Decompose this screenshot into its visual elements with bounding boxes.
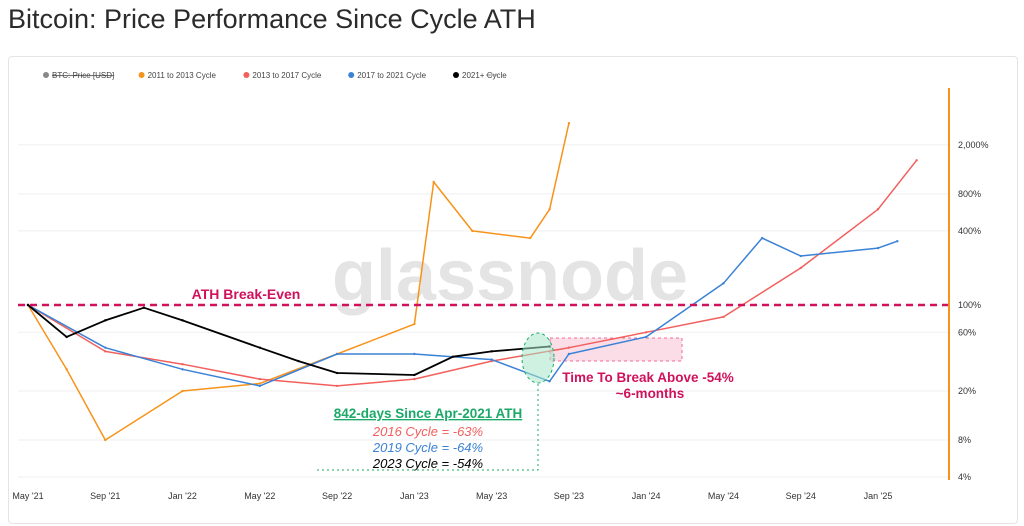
y-tick-label: 60% [958, 327, 976, 337]
x-tick-label: Sep '22 [322, 491, 352, 501]
cycle-2016-label: 2016 Cycle = -63% [372, 424, 483, 439]
cycle-2019-label: 2019 Cycle = -64% [372, 440, 483, 455]
break-region [549, 337, 683, 362]
y-tick-label: 800% [958, 189, 981, 199]
data-point [258, 382, 262, 385]
ath-breakeven-label: ATH Break-Even [192, 286, 301, 302]
legend-label[interactable]: 2017 to 2021 Cycle [357, 71, 426, 80]
data-point [335, 384, 339, 388]
x-tick-label: Sep '21 [90, 491, 120, 501]
data-point [297, 359, 300, 363]
chart-panel [8, 56, 1018, 524]
y-axis-ticks: 2,000% 800% 400% 100% 60% 20% 8% 4% [958, 140, 989, 482]
data-point [335, 352, 339, 356]
data-point [644, 335, 648, 339]
y-tick-label: 2,000% [958, 140, 989, 150]
x-tick-label: Sep '24 [786, 491, 816, 501]
data-point [644, 331, 648, 334]
data-point [915, 159, 918, 162]
data-point [65, 335, 68, 339]
chart-title: Bitcoin: Price Performance Since Cycle A… [8, 4, 536, 34]
data-point [548, 380, 551, 383]
legend-dot [453, 72, 459, 78]
break-label-2: ~6-months [616, 386, 685, 401]
data-point [413, 377, 416, 381]
data-point [490, 358, 493, 361]
legend-dot [138, 72, 145, 78]
days-label: 842-days Since Apr-2021 ATH [334, 406, 523, 421]
data-point [799, 266, 802, 270]
data-point [258, 377, 262, 381]
data-point [567, 122, 571, 125]
data-point [181, 368, 184, 371]
data-point [876, 246, 880, 250]
data-point [451, 355, 455, 358]
data-point [413, 373, 416, 377]
legend-dot [348, 72, 355, 78]
highlight-circle [521, 332, 555, 384]
series-line-2021-cycle [27, 304, 550, 376]
data-point [413, 352, 416, 356]
annotation-connector [316, 384, 539, 471]
x-tick-label: May '22 [244, 491, 275, 501]
x-tick-label: Jan '23 [400, 491, 429, 501]
legend-label[interactable]: 2021+ Cycle [462, 71, 507, 80]
data-point [490, 350, 493, 353]
data-point [799, 254, 802, 258]
data-point [104, 319, 107, 322]
legend-label[interactable]: 2013 to 2017 Cycle [252, 71, 321, 80]
data-point [181, 389, 184, 393]
y-tick-label: 8% [958, 435, 971, 445]
series-layer [26, 122, 918, 442]
y-tick-label: 400% [958, 226, 981, 236]
data-point [104, 346, 107, 349]
legend: BTC: Price [USD] 2011 to 2013 Cycle 2013 t… [43, 71, 507, 80]
data-point [567, 346, 571, 349]
data-point [181, 363, 184, 366]
x-tick-label: May '21 [12, 491, 43, 501]
y-tick-label: 100% [958, 300, 981, 310]
data-point [876, 208, 880, 211]
data-point [258, 384, 262, 388]
data-point [104, 438, 107, 442]
data-point [26, 303, 30, 307]
data-point [760, 236, 764, 240]
legend-label[interactable]: BTC: Price [USD] [52, 71, 114, 80]
break-label-1: Time To Break Above -54% [562, 370, 734, 385]
data-point [413, 322, 416, 326]
data-point [65, 368, 68, 371]
data-point [548, 208, 551, 211]
data-point [896, 240, 899, 243]
watermark: glassnode [332, 236, 688, 316]
data-point [104, 350, 107, 353]
data-point [258, 346, 262, 349]
series-line-2011-to-2013-cycle [27, 123, 570, 441]
data-point [471, 229, 474, 233]
data-point [567, 352, 571, 356]
data-point [432, 180, 435, 184]
data-point [142, 306, 146, 309]
legend-dot [243, 72, 250, 78]
cycle-2023-label: 2023 Cycle = -54% [372, 456, 483, 471]
x-tick-label: May '24 [708, 491, 739, 501]
data-point [529, 236, 532, 240]
legend-label[interactable]: 2011 to 2013 Cycle [148, 71, 217, 80]
y-tick-label: 20% [958, 386, 976, 396]
legend-dot [43, 72, 49, 78]
x-tick-label: Jan '25 [864, 491, 893, 501]
x-tick-label: Jan '24 [632, 491, 661, 501]
data-point [722, 282, 725, 285]
x-axis-ticks: May '21 Sep '21 Jan '22 May '22 Sep '22 Jan '… [12, 491, 892, 501]
x-tick-label: Sep '23 [554, 491, 584, 501]
x-tick-label: May '23 [476, 491, 507, 501]
data-point [181, 319, 184, 322]
y-tick-label: 4% [958, 472, 971, 482]
x-tick-label: Jan '22 [168, 491, 197, 501]
data-point [722, 315, 725, 319]
data-point [335, 371, 339, 375]
